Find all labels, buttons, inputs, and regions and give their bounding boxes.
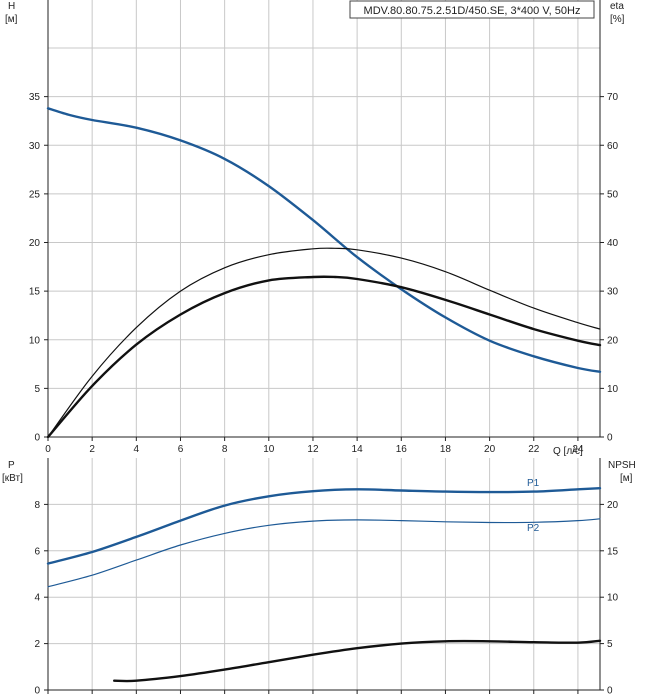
right-axis-tick-label: 20 — [607, 500, 619, 511]
series-line — [47, 247, 601, 438]
x-axis-tick-label: 8 — [222, 444, 228, 455]
p1-series-label: P1 — [527, 478, 540, 489]
bottom-right-axis-label: NPSH — [608, 460, 636, 471]
x-axis-tick-label: 4 — [134, 444, 140, 455]
p1-series-line — [46, 487, 602, 565]
top-chart-series — [46, 107, 602, 439]
top-left-axis-label: H — [8, 1, 15, 12]
bottom-chart-series — [46, 487, 602, 683]
series-line — [46, 107, 602, 373]
x-axis-tick-label: 16 — [396, 444, 408, 455]
right-axis-tick-label: 70 — [607, 92, 619, 103]
right-axis-tick-label: 50 — [607, 189, 619, 200]
bottom-right-axis-unit: [м] — [620, 473, 633, 484]
left-axis-tick-label: 2 — [34, 639, 40, 650]
chart-title-box — [349, 0, 595, 19]
left-axis-tick-label: 0 — [34, 686, 40, 697]
x-axis-tick-label: 6 — [178, 444, 184, 455]
left-axis-tick-label: 15 — [29, 287, 41, 298]
x-axis-tick-label: 0 — [45, 444, 51, 455]
x-axis-tick-label: 24 — [572, 444, 584, 455]
right-axis-tick-label: 5 — [607, 639, 613, 650]
top-right-axis-unit: [%] — [610, 14, 625, 25]
right-axis-tick-label: 20 — [607, 335, 619, 346]
left-axis-tick-label: 8 — [34, 500, 40, 511]
right-axis-tick-label: 15 — [607, 546, 619, 557]
right-axis-tick-label: 10 — [607, 593, 619, 604]
left-axis-tick-label: 4 — [34, 593, 40, 604]
series-line — [46, 275, 602, 439]
top-right-axis-label: eta — [610, 1, 624, 12]
x-axis-tick-label: 14 — [352, 444, 364, 455]
bottom-left-axis-unit: [кВт] — [2, 473, 23, 484]
x-axis-tick-label: 2 — [89, 444, 95, 455]
right-axis-tick-label: 30 — [607, 287, 619, 298]
x-axis-tick-label: 18 — [440, 444, 452, 455]
left-axis-tick-label: 5 — [34, 384, 40, 395]
x-axis-tick-label: 20 — [484, 444, 496, 455]
left-axis-tick-label: 6 — [34, 546, 40, 557]
bottom-left-axis-label: P — [8, 460, 15, 471]
x-axis-label: Q [л/с] — [553, 446, 583, 457]
top-left-axis-unit: [м] — [5, 14, 18, 25]
left-axis-tick-label: 25 — [29, 189, 41, 200]
bottom-chart-ticks: 0 2 4 6 8 0 5 10 15 20 — [34, 458, 619, 697]
x-axis-tick-label: 12 — [307, 444, 319, 455]
left-axis-tick-label: 10 — [29, 335, 41, 346]
chart-title: MDV.80.80.75.2.51D/450.SE, 3*400 V, 50Hz — [364, 5, 581, 17]
right-axis-tick-label: 10 — [607, 384, 619, 395]
left-axis-tick-label: 0 — [34, 433, 40, 444]
p2-series-line — [47, 518, 601, 588]
left-axis-tick-label: 20 — [29, 238, 41, 249]
x-axis-tick-label: 22 — [528, 444, 540, 455]
x-axis-tick-label: 10 — [263, 444, 275, 455]
right-axis-tick-label: 40 — [607, 238, 619, 249]
right-axis-tick-label: 60 — [607, 141, 619, 152]
top-chart-grid — [47, 0, 600, 438]
right-axis-tick-label: 0 — [607, 686, 613, 697]
left-axis-tick-label: 30 — [29, 141, 41, 152]
series-line — [113, 639, 602, 683]
left-axis-tick-label: 35 — [29, 92, 41, 103]
p2-series-label: P2 — [527, 523, 540, 534]
right-axis-tick-label: 0 — [607, 433, 613, 444]
